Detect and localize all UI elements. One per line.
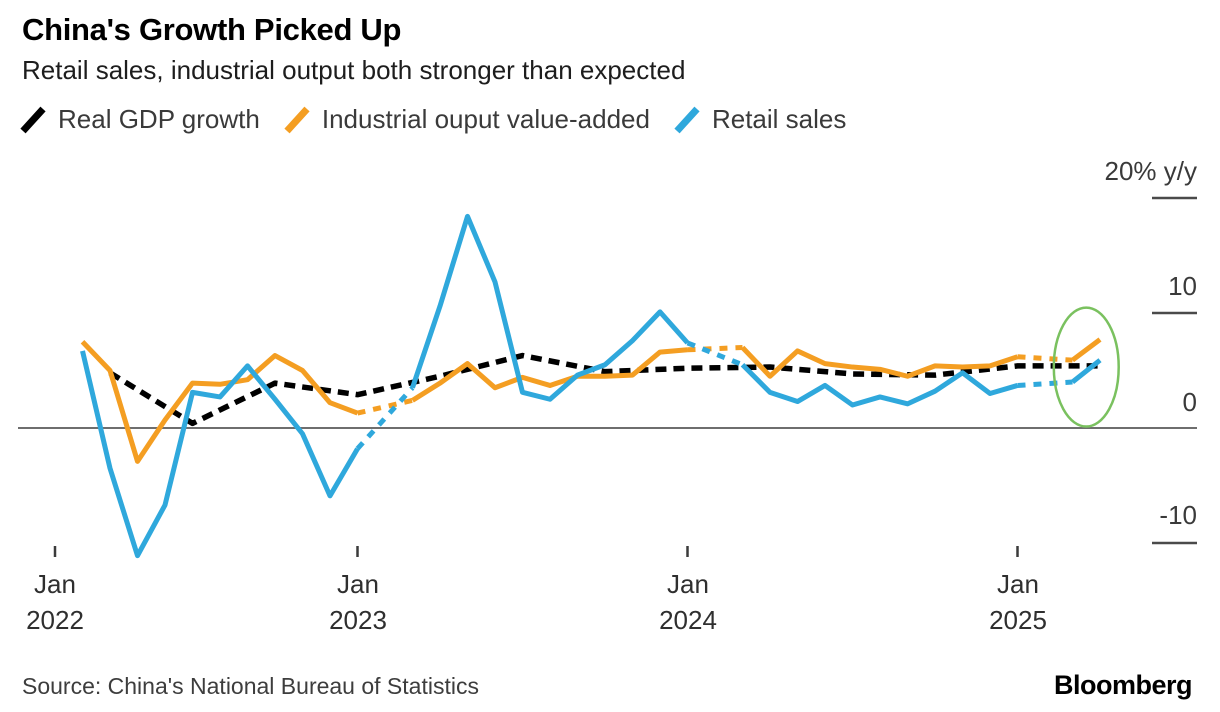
y-tick-label-0: 0 — [1182, 387, 1197, 417]
chart-title: China's Growth Picked Up — [22, 12, 402, 47]
series-industrial-ouput-value-added — [740, 345, 1019, 379]
y-tick-label-neg10: -10 — [1159, 500, 1197, 530]
bloomberg-logo: Bloomberg — [1053, 670, 1193, 700]
industrial-line-swatch-icon — [284, 106, 310, 133]
latest-data-highlight-ellipse — [1052, 306, 1120, 428]
legend-label-industrial: Industrial ouput value-added — [321, 104, 650, 134]
series-industrial-ouput-value-added — [411, 347, 688, 403]
y-tick-label-10: 10 — [1168, 271, 1197, 301]
retail-line-swatch-icon — [674, 106, 700, 133]
y-tick-label-20: 20% y/y — [1104, 156, 1198, 186]
legend-item-retail: Retail sales — [672, 104, 846, 135]
series-industrial-ouput-value-added-gap-connector — [356, 397, 414, 416]
x-tick-label-2024: Jan 2024 — [659, 569, 717, 635]
legend-label-retail: Retail sales — [711, 104, 847, 134]
series-retail-sales — [1070, 358, 1102, 384]
series-retail-sales-gap-connector — [355, 386, 415, 451]
source-note: Source: China's National Bureau of Stati… — [22, 673, 479, 699]
series-real-gdp-growth — [108, 352, 1100, 427]
series-retail-sales — [410, 213, 690, 402]
series-industrial-ouput-value-added — [80, 340, 359, 464]
series-retail-sales-gap-connector — [686, 340, 744, 368]
series-retail-sales — [740, 362, 1019, 408]
gdp-line-swatch-icon — [20, 106, 46, 133]
legend: Real GDP growth Industrial ouput value-a… — [18, 104, 846, 135]
x-tick-label-2025: Jan 2025 — [989, 569, 1047, 635]
series-retail-sales-gap-connector — [1017, 379, 1073, 388]
series-industrial-ouput-value-added-gap-connector — [687, 345, 743, 353]
series-retail-sales — [80, 350, 360, 559]
legend-label-gdp: Real GDP growth — [58, 104, 260, 134]
series-industrial-ouput-value-added — [1070, 337, 1102, 363]
x-tick-label-2023: Jan 2023 — [329, 569, 387, 635]
legend-item-gdp: Real GDP growth — [18, 104, 260, 135]
chart-subtitle: Retail sales, industrial output both str… — [22, 55, 686, 85]
x-tick-label-2022: Jan 2022 — [26, 569, 84, 635]
legend-item-industrial: Industrial ouput value-added — [282, 104, 650, 135]
series-industrial-ouput-value-added-gap-connector — [1017, 354, 1073, 363]
